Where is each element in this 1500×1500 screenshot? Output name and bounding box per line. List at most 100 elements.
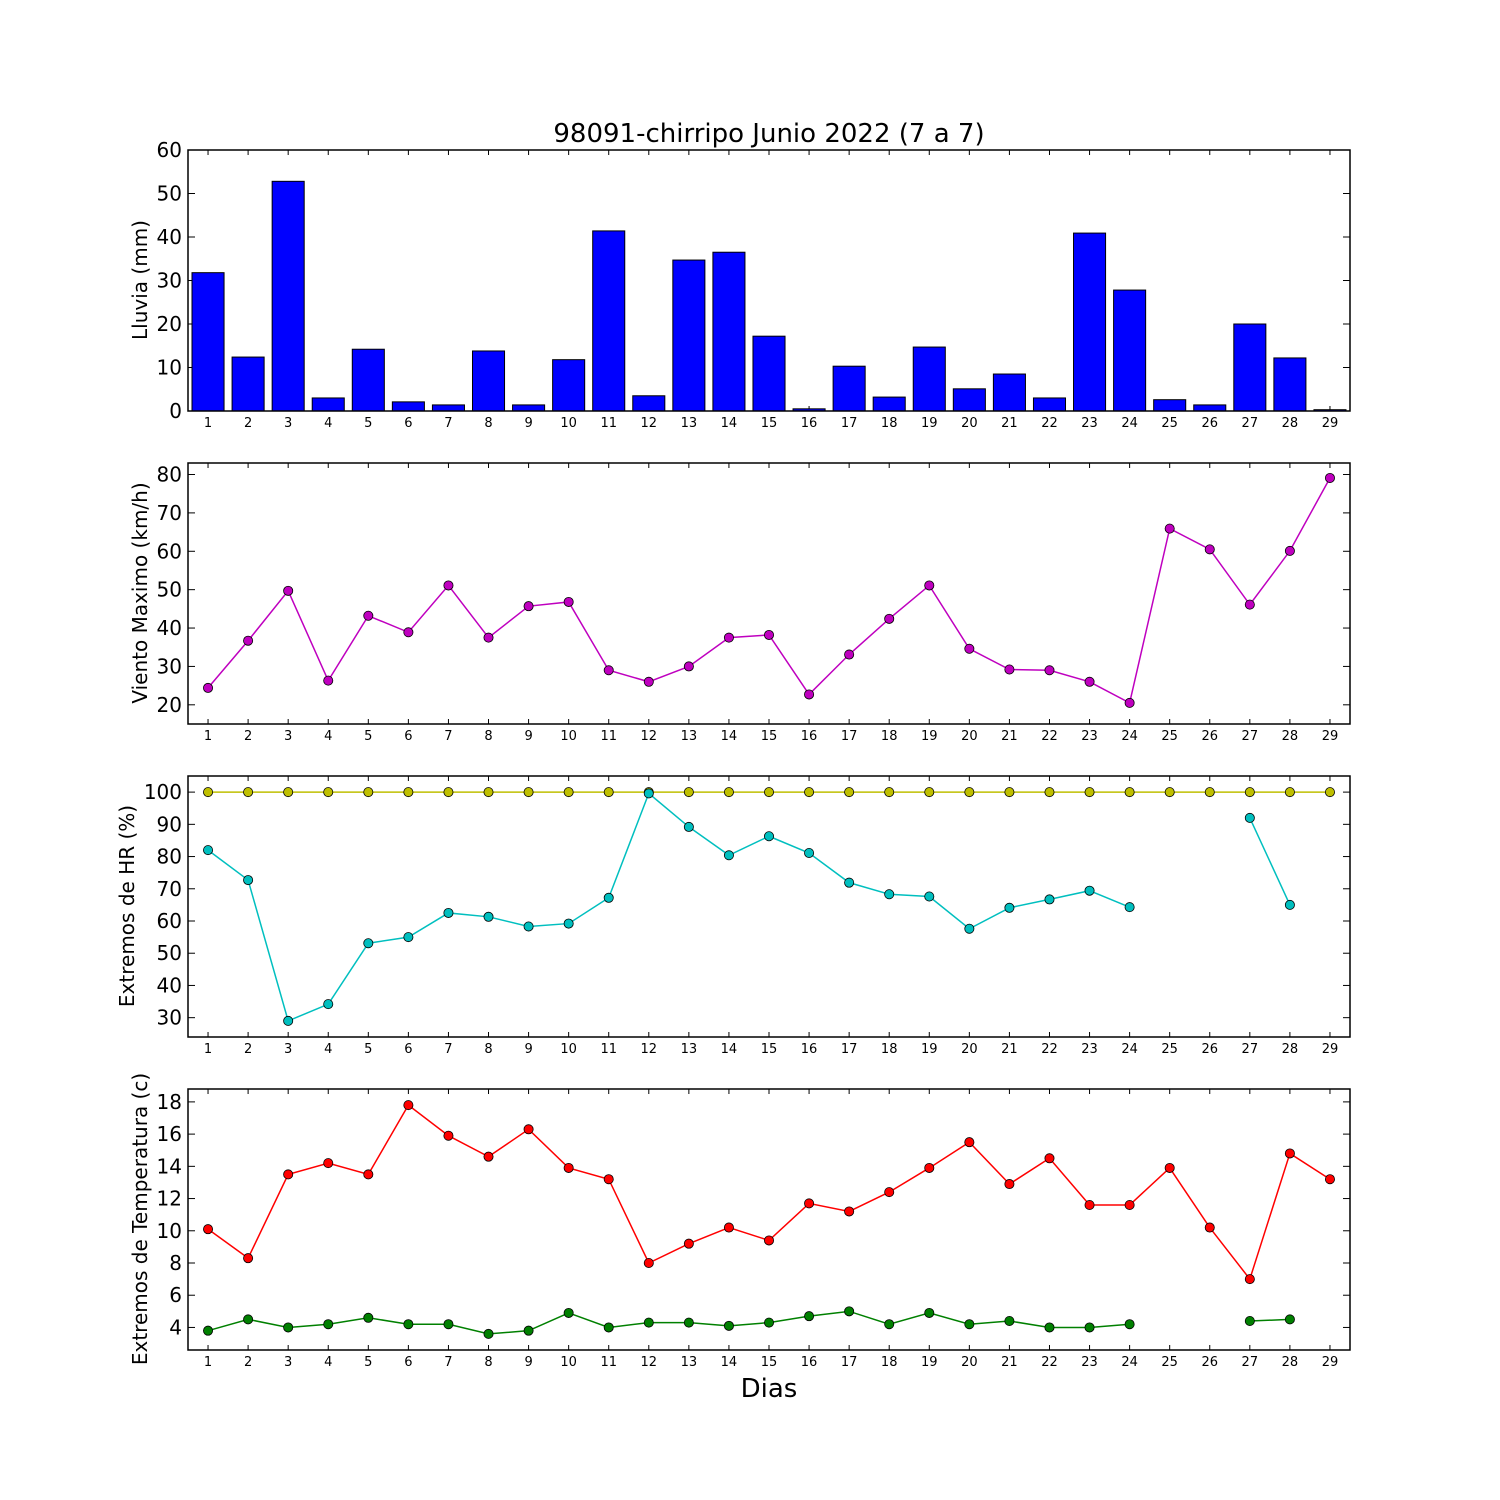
max-wind-point <box>764 629 775 640</box>
max-wind-x-tick-label: 1 <box>204 729 212 744</box>
rainfall-x-tick-label: 5 <box>364 416 372 431</box>
max-humidity-point <box>203 787 214 798</box>
humidity-x-tick-label: 2 <box>244 1042 252 1057</box>
temperature-x-tick-label: 26 <box>1201 1355 1218 1370</box>
max-wind-y-tick-label: 80 <box>157 463 182 487</box>
max-wind-x-tick-label: 19 <box>921 729 938 744</box>
max-wind-x-tick-label: 5 <box>364 729 372 744</box>
min-humidity-point <box>283 1015 294 1026</box>
max-temperature-point <box>1244 1274 1255 1285</box>
rainfall-bar <box>1153 399 1187 412</box>
max-temperature-point <box>603 1174 614 1185</box>
max-wind-y-tick-label: 50 <box>157 578 182 602</box>
max-temperature-point <box>1324 1174 1335 1185</box>
humidity-x-tick-label: 14 <box>721 1042 738 1057</box>
rainfall-y-tick-label: 40 <box>157 225 182 249</box>
max-humidity-point <box>243 787 254 798</box>
temperature-x-tick-label: 17 <box>841 1355 858 1370</box>
max-temperature-point <box>243 1253 254 1264</box>
max-humidity-point <box>1004 787 1015 798</box>
max-humidity-point <box>1084 787 1095 798</box>
rainfall-bar <box>471 350 506 412</box>
min-humidity-line <box>207 792 1130 1022</box>
max-wind-point <box>683 661 694 672</box>
min-humidity-point <box>323 999 334 1010</box>
rainfall-y-tick-label: 60 <box>157 138 182 162</box>
max-wind-x-tick-label: 21 <box>1001 729 1018 744</box>
min-temperature-point <box>643 1317 654 1328</box>
temperature-x-tick-label: 2 <box>244 1355 252 1370</box>
rainfall-bar <box>632 395 666 412</box>
max-humidity-point <box>723 787 734 798</box>
max-wind-x-tick-label: 18 <box>881 729 898 744</box>
rainfall-x-tick-label: 24 <box>1121 416 1138 431</box>
max-wind-x-tick-label: 13 <box>681 729 698 744</box>
rainfall-x-tick-label: 3 <box>284 416 292 431</box>
max-wind-y-tick-label: 60 <box>157 539 182 563</box>
max-humidity-point <box>603 787 614 798</box>
max-wind-point <box>924 580 935 591</box>
temperature-y-tick-label: 18 <box>157 1090 182 1114</box>
max-wind-x-tick-label: 11 <box>600 729 617 744</box>
min-humidity-point <box>603 892 614 903</box>
rainfall-bar <box>512 404 546 412</box>
humidity-y-tick-label: 40 <box>157 973 182 997</box>
min-humidity-point <box>924 891 935 902</box>
rainfall-bar <box>592 230 626 412</box>
max-humidity-point <box>683 787 694 798</box>
max-wind-x-tick-label: 9 <box>524 729 532 744</box>
temperature-x-tick-label: 16 <box>801 1355 818 1370</box>
temperature-y-tick-label: 10 <box>157 1219 182 1243</box>
temperature-x-tick-label: 6 <box>404 1355 412 1370</box>
humidity-x-tick-label: 29 <box>1322 1042 1339 1057</box>
rainfall-y-tick-label: 0 <box>169 399 182 423</box>
max-temperature-point <box>443 1130 454 1141</box>
max-wind-y-tick-label: 20 <box>157 693 182 717</box>
max-wind-axes-frame <box>187 462 1351 725</box>
min-humidity-point <box>1084 885 1095 896</box>
min-humidity-point <box>1124 902 1135 913</box>
rainfall-x-tick-label: 13 <box>681 416 698 431</box>
max-wind-x-tick-label: 16 <box>801 729 818 744</box>
min-temperature-point <box>1284 1314 1295 1325</box>
humidity-x-tick-label: 28 <box>1282 1042 1299 1057</box>
max-wind-point <box>1284 545 1295 556</box>
rainfall-bar <box>1233 323 1267 412</box>
temperature-y-tick-label: 8 <box>169 1251 182 1275</box>
rainfall-bar <box>431 404 465 412</box>
rainfall-x-tick-label: 29 <box>1322 416 1339 431</box>
min-temperature-point <box>964 1319 975 1330</box>
min-temperature-point <box>1244 1316 1255 1327</box>
temperature-x-tick-label: 19 <box>921 1355 938 1370</box>
max-humidity-point <box>323 787 334 798</box>
max-wind-x-tick-label: 8 <box>484 729 492 744</box>
max-wind-point <box>203 682 214 693</box>
max-humidity-point <box>1204 787 1215 798</box>
max-wind-x-tick-label: 4 <box>324 729 332 744</box>
max-temperature-point <box>363 1169 374 1180</box>
rainfall-x-tick-label: 25 <box>1161 416 1178 431</box>
temperature-x-tick-label: 27 <box>1242 1355 1259 1370</box>
rainfall-bar <box>992 373 1026 412</box>
temperature-x-tick-label: 14 <box>721 1355 738 1370</box>
temperature-x-tick-label: 24 <box>1121 1355 1138 1370</box>
rainfall-bar <box>271 180 305 412</box>
max-wind-point <box>1044 665 1055 676</box>
max-wind-x-tick-label: 24 <box>1121 729 1138 744</box>
min-humidity-point <box>804 848 815 859</box>
min-temperature-point <box>844 1306 855 1317</box>
max-wind-x-tick-label: 14 <box>721 729 738 744</box>
min-temperature-line <box>1249 1318 1290 1322</box>
humidity-x-tick-label: 22 <box>1041 1042 1058 1057</box>
humidity-x-tick-label: 8 <box>484 1042 492 1057</box>
temperature-x-tick-label: 5 <box>364 1355 372 1370</box>
humidity-y-tick-label: 100 <box>144 780 182 804</box>
temperature-y-tick-label: 4 <box>169 1315 182 1339</box>
rainfall-bar <box>1113 289 1147 412</box>
max-humidity-point <box>844 787 855 798</box>
max-wind-point <box>283 585 294 596</box>
max-temperature-point <box>1084 1200 1095 1211</box>
humidity-y-tick-label: 70 <box>157 877 182 901</box>
